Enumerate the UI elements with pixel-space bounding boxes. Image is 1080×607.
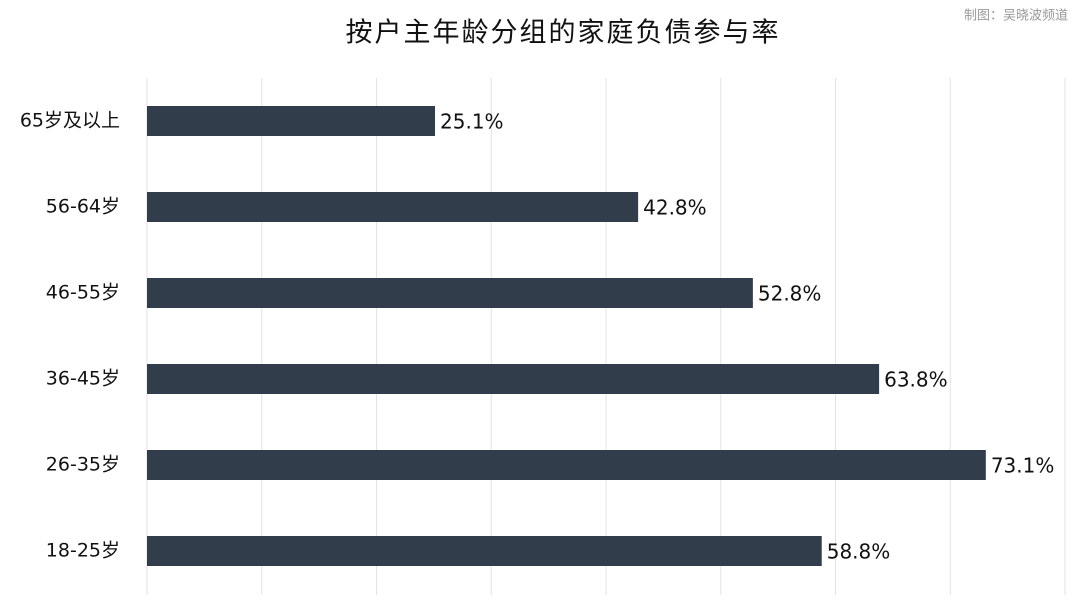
bar <box>147 278 753 308</box>
bar <box>147 450 986 480</box>
value-label: 63.8% <box>884 368 948 392</box>
credit: 制图：吴晓波频道 <box>964 9 1068 24</box>
y-tick-label: 56-64岁 <box>46 196 120 218</box>
value-label: 58.8% <box>827 540 891 564</box>
value-label: 42.8% <box>643 196 707 220</box>
y-tick-label: 18-25岁 <box>46 540 120 562</box>
bar <box>147 364 880 394</box>
value-label: 25.1% <box>440 110 504 134</box>
y-tick-label: 65岁及以上 <box>20 110 120 132</box>
y-tick-label: 46-55岁 <box>46 282 120 304</box>
value-label: 73.1% <box>991 454 1055 478</box>
bar <box>147 106 436 136</box>
y-tick-label: 26-35岁 <box>46 454 120 476</box>
y-tick-label: 36-45岁 <box>46 368 120 390</box>
value-label: 52.8% <box>758 282 822 306</box>
chart-title: 按户主年龄分组的家庭负债参与率 <box>346 18 781 49</box>
bar <box>147 536 822 566</box>
bar <box>147 192 639 222</box>
